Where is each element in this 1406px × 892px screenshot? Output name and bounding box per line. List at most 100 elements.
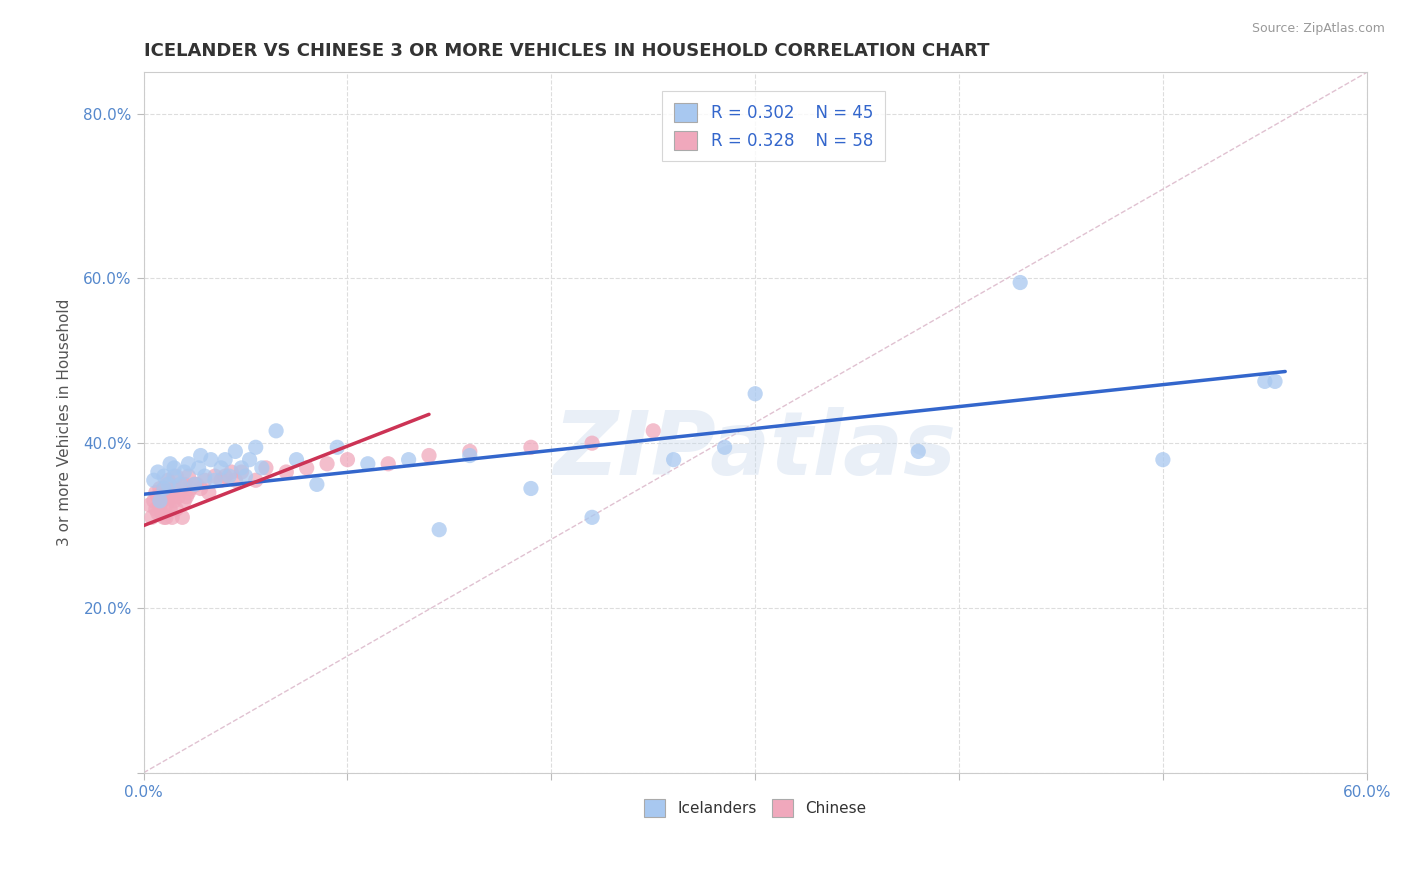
Point	[713, 440, 735, 454]
Point	[224, 473, 246, 487]
Point	[179, 482, 201, 496]
Point	[254, 461, 277, 475]
Point	[169, 477, 191, 491]
Point	[187, 461, 209, 475]
Point	[458, 449, 481, 463]
Point	[145, 485, 167, 500]
Point	[160, 510, 183, 524]
Point	[150, 493, 173, 508]
Point	[520, 482, 543, 496]
Text: ICELANDER VS CHINESE 3 OR MORE VEHICLES IN HOUSEHOLD CORRELATION CHART: ICELANDER VS CHINESE 3 OR MORE VEHICLES …	[143, 42, 988, 60]
Point	[744, 386, 766, 401]
Point	[581, 510, 603, 524]
Point	[194, 473, 217, 487]
Point	[146, 465, 169, 479]
Point	[204, 473, 226, 487]
Point	[186, 477, 208, 491]
Point	[177, 469, 200, 483]
Point	[157, 490, 180, 504]
Point	[149, 493, 172, 508]
Text: ZIPatlas: ZIPatlas	[554, 407, 956, 494]
Point	[214, 452, 236, 467]
Point	[357, 457, 380, 471]
Point	[163, 493, 186, 508]
Text: Source: ZipAtlas.com: Source: ZipAtlas.com	[1251, 22, 1385, 36]
Y-axis label: 3 or more Vehicles in Household: 3 or more Vehicles in Household	[58, 299, 72, 546]
Point	[194, 469, 217, 483]
Point	[264, 424, 287, 438]
Point	[167, 490, 190, 504]
Point	[159, 485, 181, 500]
Point	[172, 510, 194, 524]
Point	[398, 452, 420, 467]
Point	[165, 502, 187, 516]
Point	[235, 469, 257, 483]
Point	[198, 485, 221, 500]
Point	[204, 469, 226, 483]
Point	[157, 477, 180, 491]
Point	[209, 461, 232, 475]
Point	[163, 461, 186, 475]
Point	[219, 465, 242, 479]
Point	[305, 477, 328, 491]
Point	[153, 510, 176, 524]
Point	[245, 440, 267, 454]
Point	[145, 502, 167, 516]
Point	[276, 465, 298, 479]
Point	[142, 493, 165, 508]
Point	[138, 498, 160, 512]
Point	[183, 477, 205, 491]
Point	[142, 473, 165, 487]
Point	[153, 469, 176, 483]
Point	[427, 523, 450, 537]
Point	[173, 465, 195, 479]
Point	[581, 436, 603, 450]
Point	[231, 461, 253, 475]
Point	[336, 452, 359, 467]
Point	[239, 452, 262, 467]
Point	[190, 449, 212, 463]
Point	[153, 490, 176, 504]
Point	[153, 482, 176, 496]
Point	[169, 482, 191, 496]
Point	[1152, 452, 1174, 467]
Point	[177, 485, 200, 500]
Point	[520, 440, 543, 454]
Point	[326, 440, 349, 454]
Point	[218, 469, 240, 483]
Point	[190, 482, 212, 496]
Point	[458, 444, 481, 458]
Point	[1264, 375, 1286, 389]
Point	[146, 506, 169, 520]
Point	[155, 510, 177, 524]
Point	[150, 506, 173, 520]
Point	[160, 490, 183, 504]
Point	[285, 452, 308, 467]
Point	[662, 452, 685, 467]
Point	[245, 473, 267, 487]
Point	[159, 457, 181, 471]
Point	[163, 469, 186, 483]
Point	[250, 461, 273, 475]
Point	[141, 510, 163, 524]
Point	[173, 477, 195, 491]
Point	[643, 424, 665, 438]
Point	[200, 452, 222, 467]
Point	[377, 457, 399, 471]
Point	[155, 498, 177, 512]
Legend: Icelanders, Chinese: Icelanders, Chinese	[636, 792, 875, 824]
Point	[177, 457, 200, 471]
Point	[209, 473, 232, 487]
Point	[157, 473, 180, 487]
Point	[295, 461, 318, 475]
Point	[1010, 276, 1032, 290]
Point	[149, 482, 172, 496]
Point	[214, 469, 236, 483]
Point	[316, 457, 339, 471]
Point	[163, 482, 186, 496]
Point	[153, 482, 176, 496]
Point	[183, 477, 205, 491]
Point	[1254, 375, 1277, 389]
Point	[224, 444, 246, 458]
Point	[165, 469, 187, 483]
